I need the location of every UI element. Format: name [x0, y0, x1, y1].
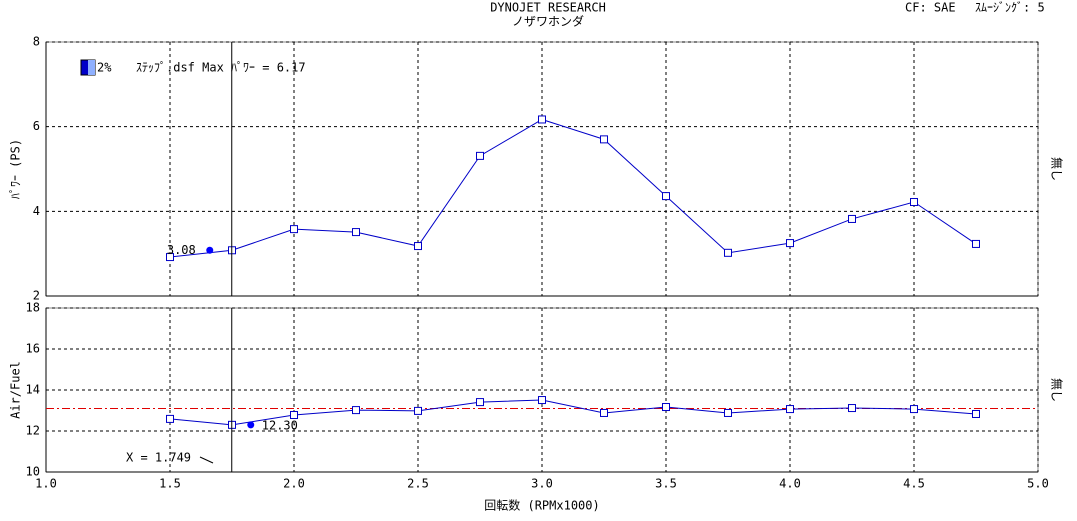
data-point — [848, 404, 856, 413]
data-point — [290, 411, 298, 420]
data-point — [600, 135, 608, 144]
data-point — [166, 414, 174, 423]
subtitle: ノザワホンダ — [512, 14, 584, 29]
data-point — [662, 192, 670, 201]
legend-text: ｽﾃｯﾌﾟ.dsf Max ﾊﾟﾜｰ = 6.17 — [136, 61, 306, 75]
data-point — [972, 239, 980, 248]
y-axis-label: Air/Fuel — [9, 361, 23, 419]
title: DYNOJET RESEARCH — [490, 1, 606, 15]
y-tick-label: 14 — [26, 383, 40, 397]
y-tick-label: 2 — [33, 289, 40, 303]
x-tick-label: 1.0 — [35, 477, 57, 491]
data-point — [786, 405, 794, 414]
data-point — [538, 396, 546, 405]
y-tick-label: 8 — [33, 35, 40, 49]
x-tick-label: 4.0 — [779, 477, 801, 491]
cursor-dot — [206, 246, 214, 254]
y-tick-label: 6 — [33, 119, 40, 133]
y-tick-label: 16 — [26, 342, 40, 356]
data-point — [972, 409, 980, 418]
data-point — [538, 115, 546, 124]
plot-area — [45, 307, 1039, 473]
x-tick-label: 1.5 — [159, 477, 181, 491]
data-point — [786, 239, 794, 248]
data-point — [476, 151, 484, 160]
x-tick-label: 3.5 — [655, 477, 677, 491]
x-tick-label: 2.0 — [283, 477, 305, 491]
data-line — [169, 118, 977, 258]
legend-swatch — [88, 60, 95, 75]
y-tick-label: 12 — [26, 424, 40, 438]
data-point — [414, 242, 422, 251]
data-point — [724, 408, 732, 417]
correction: CF: SAE — [905, 1, 956, 15]
data-line — [169, 399, 977, 426]
cursor-value: 12.30 — [262, 418, 298, 432]
data-point — [662, 403, 670, 412]
x-tick-label: 4.5 — [903, 477, 925, 491]
data-point — [600, 408, 608, 417]
data-point — [910, 198, 918, 207]
cursor-value: 3.08 — [167, 243, 196, 257]
data-point — [476, 398, 484, 407]
x-axis-label: 回転数 (RPMx1000) — [484, 498, 599, 513]
data-point — [290, 225, 298, 234]
data-point — [352, 406, 360, 415]
side-label: 無し — [1050, 157, 1065, 181]
data-point — [910, 405, 918, 414]
cursor-x-label: X = 1.749 — [126, 451, 191, 465]
data-point — [414, 406, 422, 415]
y-axis-label: ﾊﾟﾜｰ (PS) — [9, 139, 23, 199]
data-point — [166, 253, 174, 262]
legend-label: 2% — [97, 61, 112, 75]
data-point — [848, 214, 856, 223]
data-point — [352, 228, 360, 237]
smoothing: ｽﾑｰｼﾞﾝｸﾞ: 5 — [975, 1, 1045, 15]
x-tick-label: 2.5 — [407, 477, 429, 491]
x-tick-label: 3.0 — [531, 477, 553, 491]
y-tick-label: 4 — [33, 204, 40, 218]
cursor-dot — [247, 421, 255, 429]
y-tick-label: 18 — [26, 301, 40, 315]
data-point — [724, 248, 732, 257]
y-tick-label: 10 — [26, 465, 40, 479]
cursor-leader — [199, 456, 214, 464]
x-tick-label: 5.0 — [1027, 477, 1049, 491]
side-label: 無し — [1050, 378, 1065, 402]
